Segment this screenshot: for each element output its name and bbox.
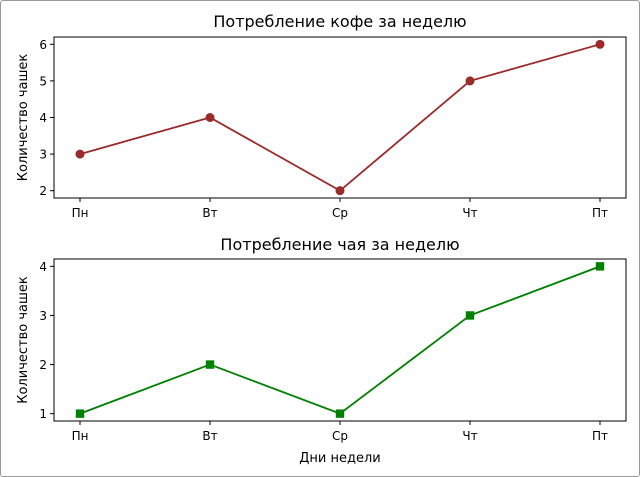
coffee-data-point bbox=[75, 149, 85, 159]
tea-data-point bbox=[75, 409, 85, 418]
tea-x-tick-label: Пт bbox=[592, 429, 608, 443]
tea-x-tick-label: Чт bbox=[462, 429, 477, 443]
tea-x-tick-label: Вт bbox=[202, 429, 217, 443]
coffee-chart: Пн Вт Ср Чт Пт 2 3 4 5 6 Потребление кофе за недел… bbox=[16, 12, 627, 220]
coffee-y-axis-label: Количество чашек bbox=[16, 54, 31, 182]
tea-data-point bbox=[335, 409, 345, 418]
tea-y-axis-label: Количество чашек bbox=[16, 276, 31, 404]
tea-series-line bbox=[79, 265, 601, 415]
tea-x-axis-label: Дни недели bbox=[299, 451, 380, 466]
tea-y-tick-label: 1 bbox=[39, 407, 47, 421]
tea-data-point bbox=[465, 311, 475, 320]
coffee-y-tick-label: 4 bbox=[39, 111, 47, 125]
coffee-x-tick-label: Ср bbox=[332, 206, 348, 220]
coffee-x-tick-label: Чт bbox=[462, 206, 477, 220]
tea-chart: Пн Вт Ср Чт Пт 1 2 3 4 Потребление чая за неделю К… bbox=[16, 235, 627, 466]
coffee-y-tick-label: 5 bbox=[39, 74, 47, 88]
tea-y-tick-label: 2 bbox=[39, 358, 47, 372]
tea-data-point bbox=[595, 262, 605, 271]
coffee-data-point bbox=[465, 76, 475, 86]
coffee-y-tick-label: 2 bbox=[39, 184, 47, 198]
coffee-x-tick-label: Пт bbox=[592, 206, 608, 220]
coffee-y-tick-label: 3 bbox=[39, 148, 47, 162]
tea-data-point bbox=[205, 360, 215, 369]
coffee-series-line bbox=[79, 43, 601, 192]
tea-x-tick-label: Ср bbox=[332, 429, 348, 443]
tea-y-tick-label: 4 bbox=[39, 260, 47, 274]
tea-y-tick-label: 3 bbox=[39, 309, 47, 323]
tea-chart-title: Потребление чая за неделю bbox=[220, 235, 459, 254]
coffee-x-tick-label: Вт bbox=[202, 206, 217, 220]
coffee-x-tick-label: Пн bbox=[72, 206, 89, 220]
tea-axes-frame bbox=[53, 258, 627, 422]
coffee-y-tick-label: 6 bbox=[39, 38, 47, 52]
coffee-data-point bbox=[595, 39, 605, 49]
coffee-chart-title: Потребление кофе за неделю bbox=[213, 12, 466, 31]
coffee-data-point bbox=[335, 186, 345, 196]
tea-x-tick-label: Пн bbox=[72, 429, 89, 443]
coffee-data-point bbox=[205, 113, 215, 122]
